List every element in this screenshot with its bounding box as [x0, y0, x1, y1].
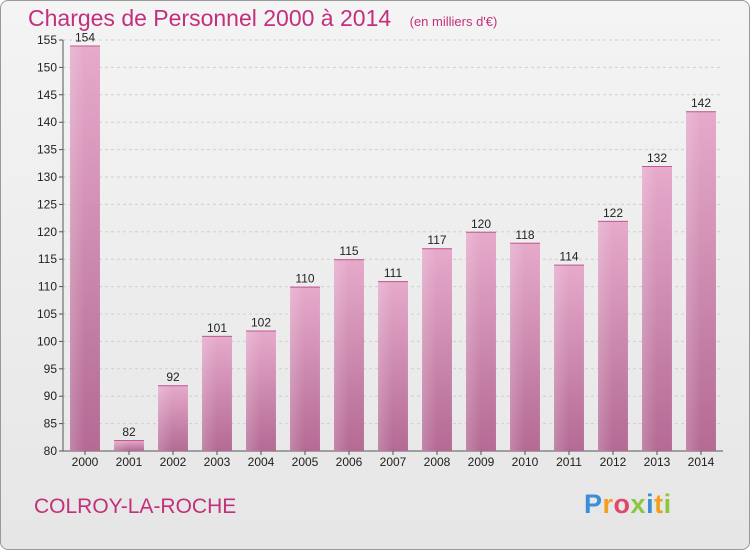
bar-highlight [158, 385, 173, 451]
y-tick-label: 95 [44, 362, 58, 376]
y-tick-label: 85 [44, 417, 58, 431]
x-tick-label-2004: 2004 [248, 455, 275, 469]
value-label-2006: 115 [339, 244, 358, 258]
commune-name: COLROY-LA-ROCHE [34, 495, 237, 518]
value-label-2013: 132 [647, 151, 667, 165]
x-tick-label-2000: 2000 [72, 455, 99, 469]
x-tick-label-2006: 2006 [336, 455, 363, 469]
y-tick-label: 80 [44, 444, 58, 458]
bars [70, 45, 716, 452]
bar-highlight [70, 45, 85, 451]
value-label-2004: 102 [251, 315, 271, 329]
value-label-2002: 92 [166, 370, 180, 384]
value-label-2010: 118 [515, 228, 534, 242]
x-tick-label-2008: 2008 [424, 455, 451, 469]
logo-letter: i [646, 489, 655, 519]
logo-letter: t [654, 489, 664, 519]
bar-highlight [334, 259, 349, 451]
x-tick-label-2003: 2003 [204, 455, 231, 469]
y-tick-label: 140 [37, 115, 57, 129]
y-tick-label: 105 [37, 307, 57, 321]
chart-title: Charges de Personnel 2000 à 2014 [28, 5, 392, 31]
y-tick-label: 145 [37, 88, 57, 102]
y-tick-label: 135 [37, 143, 57, 157]
value-label-2000: 154 [75, 30, 95, 44]
value-label-2011: 114 [559, 250, 578, 264]
logo-letter: x [630, 489, 647, 519]
bar-highlight [114, 440, 129, 451]
x-tick-label-2001: 2001 [116, 455, 143, 469]
value-label-2012: 122 [603, 206, 623, 220]
x-tick-label-2014: 2014 [688, 455, 715, 469]
x-tick-label-2007: 2007 [380, 455, 407, 469]
y-tick-label: 125 [37, 197, 57, 211]
bar-highlight [686, 111, 701, 452]
bar-highlight [202, 335, 217, 451]
title-row: Charges de Personnel 2000 à 2014 (en mil… [28, 5, 497, 32]
bar-highlight [290, 286, 305, 451]
bar-highlight [466, 231, 481, 451]
logo-letter: o [613, 489, 631, 519]
bar-highlight [378, 281, 393, 451]
x-tick-label-2009: 2009 [468, 455, 495, 469]
value-label-2001: 82 [122, 425, 136, 439]
value-label-2007: 111 [384, 266, 403, 280]
y-tick-label: 120 [37, 225, 57, 239]
value-label-2003: 101 [207, 321, 227, 335]
logo-letter: i [663, 489, 672, 519]
x-tick-label-2005: 2005 [292, 455, 319, 469]
logo-letter: r [602, 489, 614, 519]
logo-letter: P [584, 489, 603, 519]
y-tick-label: 100 [37, 334, 57, 348]
value-label-2005: 110 [295, 272, 314, 286]
x-tick-label-2010: 2010 [512, 455, 539, 469]
value-label-2014: 142 [691, 96, 711, 110]
x-tick-label-2012: 2012 [600, 455, 627, 469]
x-tick-label-2002: 2002 [160, 455, 187, 469]
bar-highlight [598, 220, 613, 451]
proxiti-logo: Proxiti [584, 489, 672, 520]
bar-highlight [510, 242, 525, 451]
y-tick-label: 155 [37, 33, 57, 47]
y-tick-label: 90 [44, 389, 58, 403]
chart-subtitle: (en milliers d'€) [409, 14, 498, 29]
bar-highlight [642, 166, 657, 452]
y-tick-label: 150 [37, 60, 57, 74]
bar-highlight [554, 264, 569, 451]
y-tick-label: 115 [38, 252, 57, 266]
value-label-2008: 117 [427, 233, 446, 247]
y-tick-label: 130 [37, 170, 57, 184]
bar-highlight [422, 248, 437, 451]
value-label-2009: 120 [471, 217, 491, 231]
x-tick-label-2011: 2011 [556, 455, 582, 469]
y-tick-label: 110 [38, 280, 57, 294]
bar-highlight [246, 330, 261, 451]
x-tick-label-2013: 2013 [644, 455, 671, 469]
labels: 80 85 90 95 100 105 110 115 120 125 130 135 140 145 15… [37, 30, 715, 469]
